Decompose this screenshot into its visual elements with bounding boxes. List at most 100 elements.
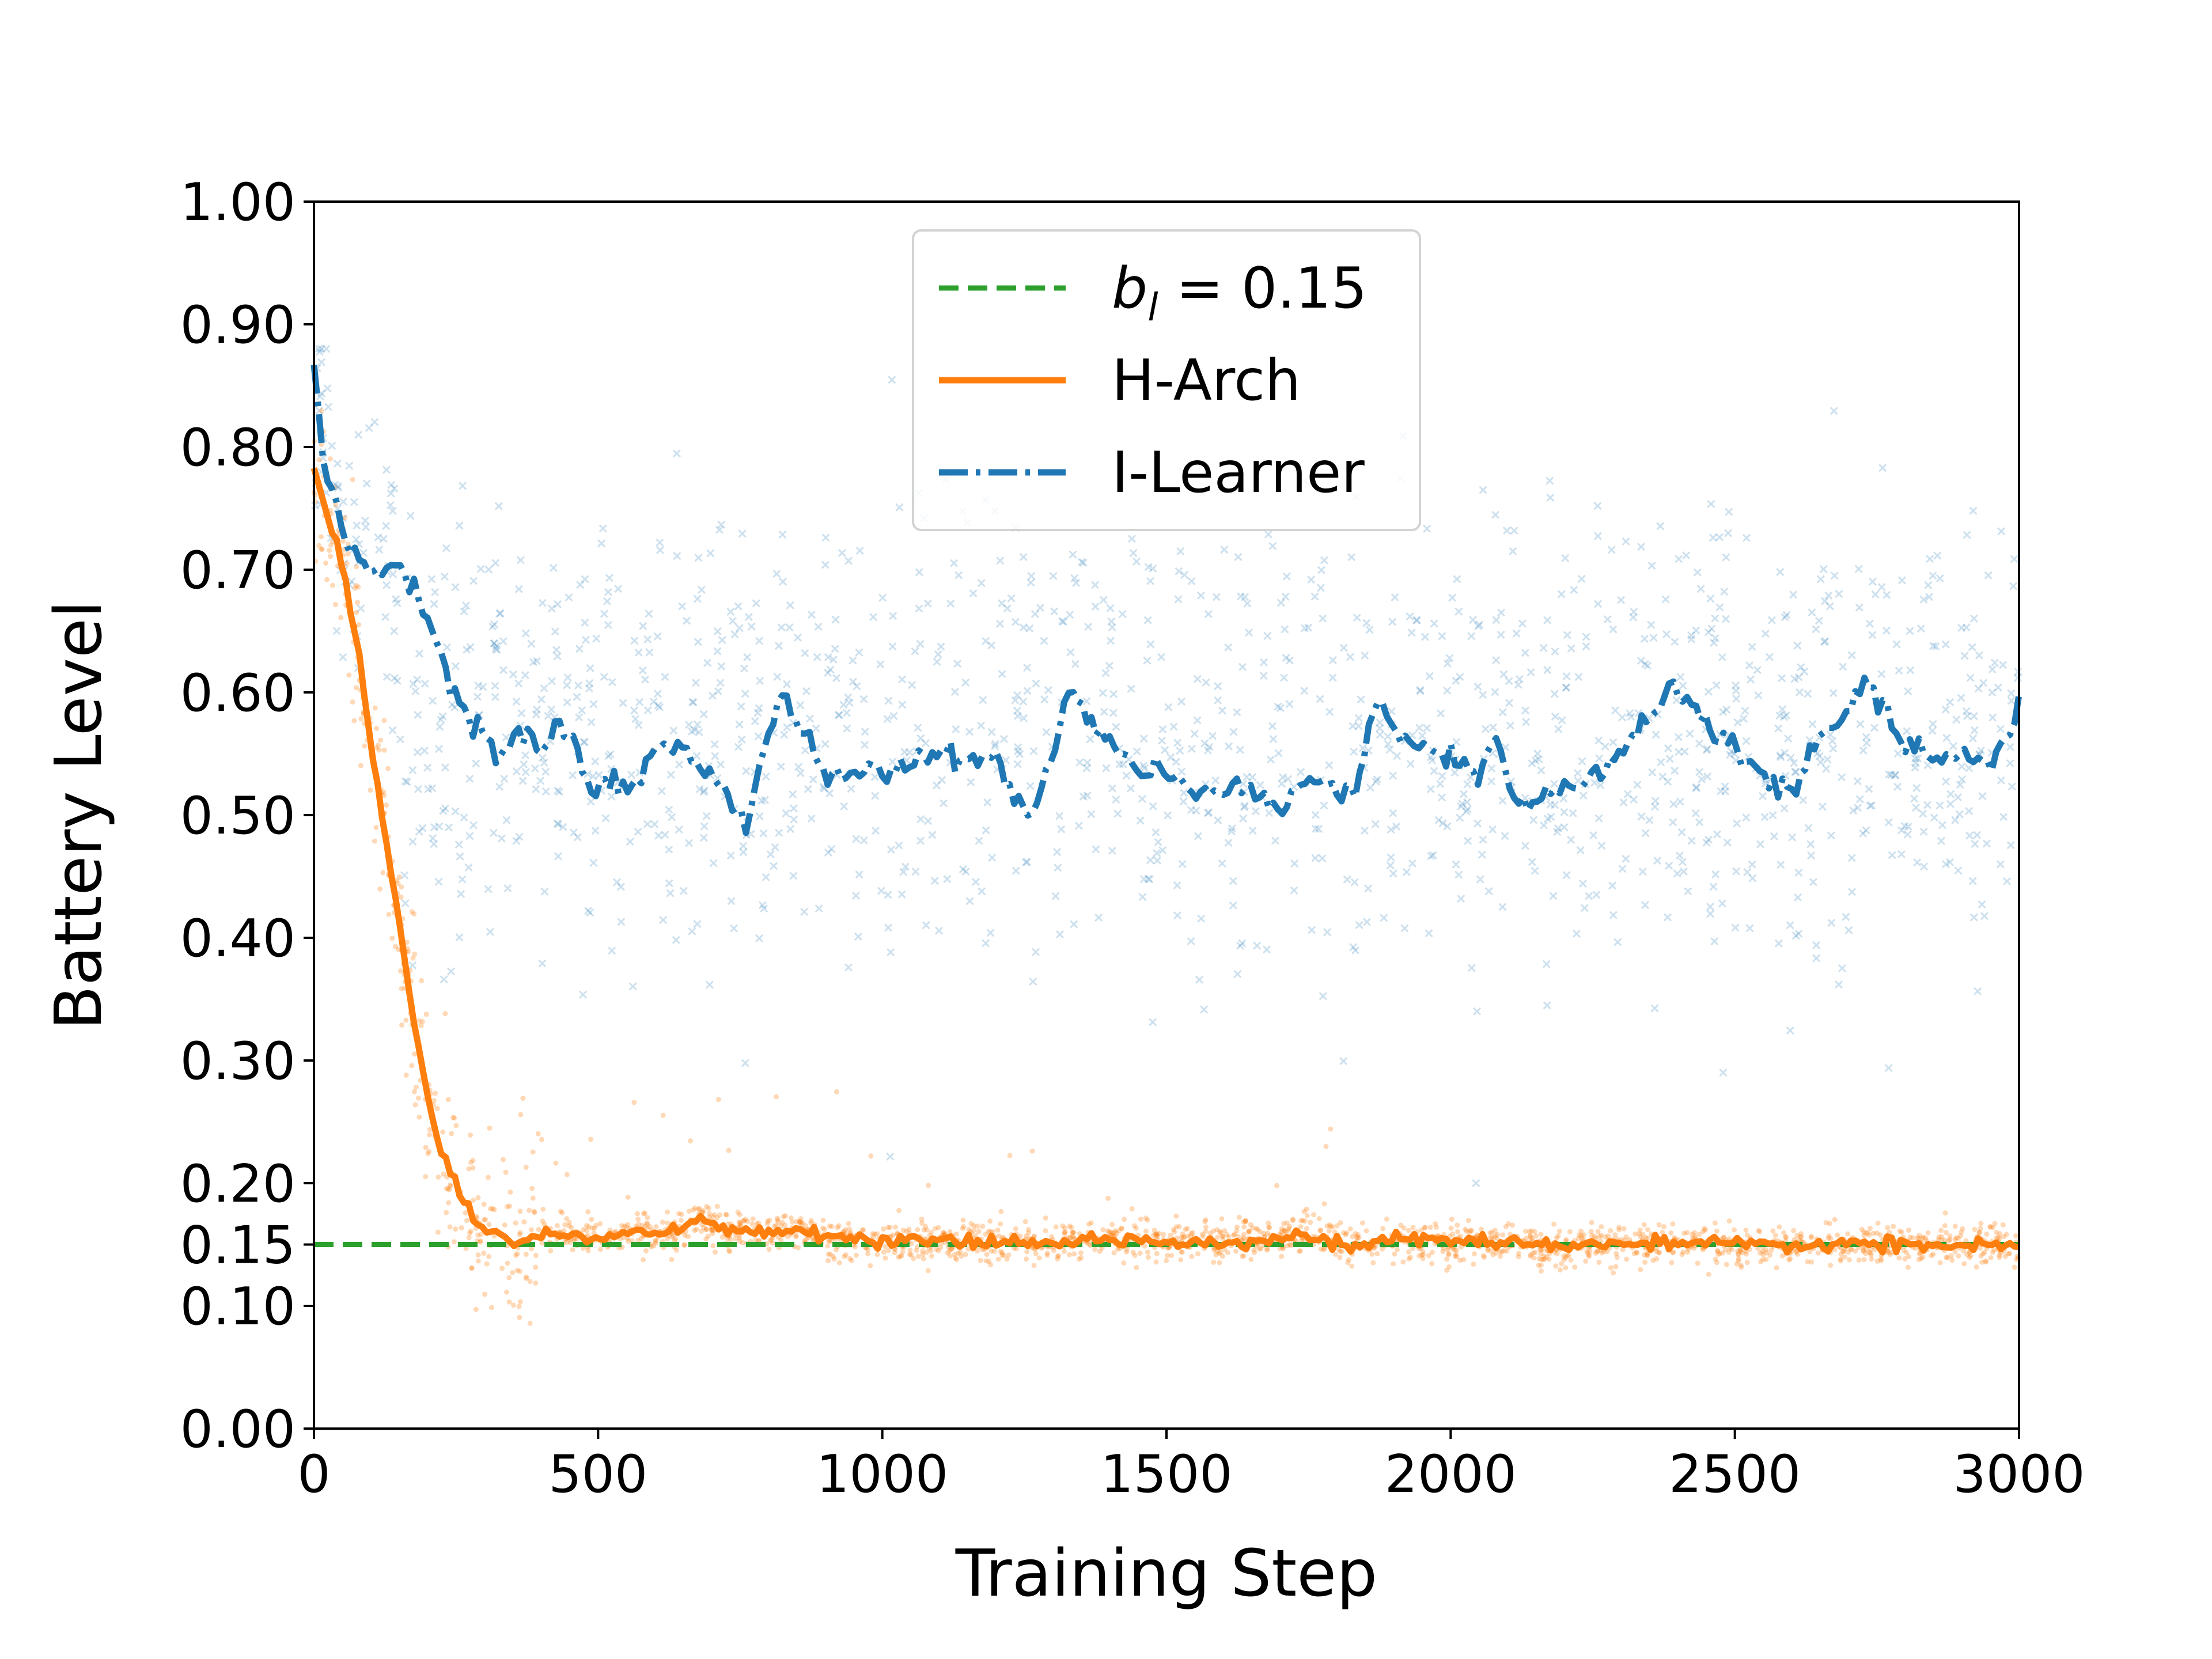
i-learner-sample-marker — [1351, 946, 1360, 955]
h-arch-sample-marker — [1875, 1220, 1881, 1226]
i-learner-sample-marker — [888, 376, 896, 384]
i-learner-sample-marker — [1438, 632, 1446, 641]
h-arch-sample-marker — [1086, 1241, 1092, 1247]
i-learner-sample-marker — [911, 647, 919, 656]
i-learner-sample-marker — [414, 785, 423, 793]
h-arch-sample-marker — [1538, 1232, 1544, 1237]
h-arch-sample-marker — [707, 1214, 713, 1220]
i-learner-sample-marker — [755, 934, 764, 942]
h-arch-sample-marker — [676, 1211, 681, 1217]
i-learner-sample-marker — [630, 706, 639, 715]
i-learner-sample-marker — [500, 774, 509, 783]
i-learner-sample-marker — [1212, 593, 1221, 601]
h-arch-sample-marker — [1143, 1228, 1149, 1234]
h-arch-sample-marker — [745, 1218, 751, 1224]
i-learner-sample-marker — [1318, 854, 1327, 863]
h-arch-sample-marker — [584, 1223, 589, 1229]
h-arch-sample-marker — [355, 600, 361, 605]
i-learner-sample-marker — [1919, 595, 1928, 604]
i-learner-sample-marker — [1019, 697, 1028, 706]
h-arch-sample-marker — [475, 1258, 481, 1264]
h-arch-sample-marker — [1241, 1232, 1247, 1237]
i-learner-sample-marker — [1542, 960, 1551, 968]
h-arch-sample-marker — [644, 1220, 650, 1226]
h-arch-sample-marker — [1952, 1224, 1958, 1229]
i-learner-sample-marker — [876, 660, 885, 669]
i-learner-sample-marker — [1702, 838, 1711, 847]
i-learner-sample-marker — [547, 677, 556, 685]
i-learner-sample-marker — [2002, 877, 2012, 885]
h-arch-sample-marker — [1706, 1271, 1711, 1277]
i-learner-sample-marker — [1679, 681, 1687, 690]
i-learner-sample-marker — [476, 565, 485, 573]
i-learner-sample-marker — [1554, 725, 1563, 733]
h-arch-sample-marker — [1553, 1263, 1559, 1269]
h-arch-sample-marker — [1391, 1261, 1396, 1267]
h-arch-sample-marker — [785, 1234, 791, 1240]
i-learner-sample-marker — [1554, 824, 1562, 833]
i-learner-sample-marker — [1910, 794, 1919, 803]
i-learner-sample-marker — [463, 645, 471, 654]
h-arch-sample-marker — [1248, 1256, 1254, 1262]
i-learner-sample-marker — [843, 724, 851, 733]
i-learner-sample-marker — [1799, 796, 1808, 805]
h-arch-sample-marker — [535, 1131, 541, 1137]
i-learner-sample-marker — [1468, 616, 1478, 624]
i-learner-sample-marker — [1537, 766, 1546, 775]
h-arch-sample-marker — [1017, 1233, 1023, 1239]
h-arch-sample-marker — [1827, 1221, 1832, 1226]
h-arch-sample-marker — [1770, 1228, 1776, 1234]
h-arch-sample-marker — [533, 1264, 539, 1270]
i-learner-sample-marker — [627, 770, 636, 779]
h-arch-sample-marker — [1450, 1231, 1456, 1237]
legend-label-2: I-Learner — [1112, 440, 1365, 506]
x-tick-label: 2000 — [1385, 1444, 1517, 1505]
i-learner-sample-marker — [1990, 658, 1999, 667]
i-learner-sample-marker — [1825, 602, 1834, 611]
h-arch-sample-marker — [502, 1222, 507, 1228]
h-arch-sample-marker — [318, 534, 324, 540]
i-learner-sample-marker — [1535, 755, 1543, 764]
h-arch-sample-marker — [1184, 1226, 1190, 1232]
y-tick-label: 0.00 — [180, 1399, 296, 1460]
h-arch-sample-marker — [327, 554, 333, 559]
h-arch-sample-marker — [887, 1225, 893, 1230]
i-learner-sample-marker — [549, 563, 558, 572]
i-learner-sample-marker — [1218, 859, 1226, 868]
h-arch-sample-marker — [1224, 1232, 1230, 1237]
i-learner-sample-marker — [1974, 684, 1983, 693]
i-learner-sample-marker — [695, 785, 704, 794]
i-learner-sample-marker — [1187, 744, 1196, 753]
h-arch-sample-marker — [1902, 1256, 1908, 1262]
h-arch-sample-marker — [2013, 1233, 2019, 1238]
h-arch-sample-marker — [1337, 1255, 1343, 1260]
i-learner-sample-marker — [853, 682, 861, 691]
h-arch-sample-marker — [1318, 1228, 1324, 1233]
h-arch-sample-marker — [447, 1182, 453, 1188]
i-learner-sample-marker — [1888, 851, 1896, 859]
h-arch-sample-marker — [425, 1151, 431, 1157]
i-learner-sample-marker — [1192, 806, 1200, 815]
i-learner-sample-marker — [1276, 704, 1285, 713]
h-arch-sample-marker — [1538, 1268, 1544, 1274]
y-tick-label: 0.60 — [180, 663, 296, 724]
i-learner-sample-marker — [634, 721, 643, 729]
h-arch-sample-marker — [847, 1226, 853, 1232]
i-learner-sample-marker — [658, 915, 668, 925]
i-learner-sample-marker — [1193, 675, 1202, 683]
h-arch-sample-marker — [635, 1216, 641, 1222]
h-arch-sample-marker — [1281, 1228, 1287, 1233]
h-arch-sample-marker — [1691, 1245, 1697, 1251]
h-arch-sample-marker — [685, 1234, 691, 1240]
h-arch-sample-marker — [1078, 1250, 1084, 1256]
h-arch-sample-marker — [998, 1221, 1003, 1227]
h-arch-sample-marker — [1062, 1225, 1068, 1231]
h-arch-sample-marker — [1111, 1250, 1117, 1256]
i-learner-sample-marker — [438, 712, 447, 721]
h-arch-sample-marker — [399, 986, 404, 991]
i-learner-sample-marker — [386, 501, 395, 509]
i-learner-sample-marker — [1997, 776, 2005, 785]
h-arch-sample-marker — [1744, 1260, 1750, 1266]
i-learner-sample-marker — [499, 666, 507, 675]
h-arch-sample-marker — [1145, 1255, 1151, 1260]
